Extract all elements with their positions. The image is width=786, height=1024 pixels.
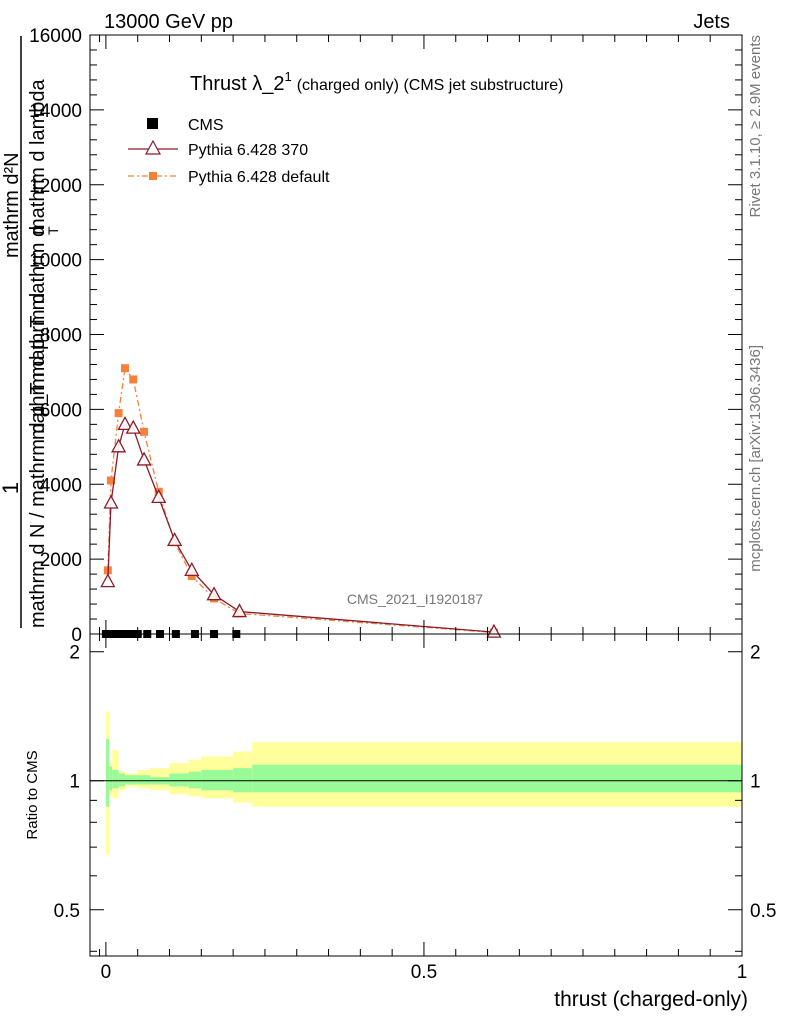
legend-marker-pythia-default (149, 172, 157, 180)
x-tick-label: 0.5 (411, 962, 437, 983)
x-tick-label: 0 (101, 962, 112, 983)
ratio-inner-band (118, 773, 125, 787)
pythia-370-point (111, 438, 127, 453)
chart-title-main: Thrust λ_2 (190, 73, 284, 95)
ratio-inner-band (137, 775, 151, 785)
ratio-inner-band (252, 764, 742, 793)
chart-title-rest: (charged only) (CMS jet substructure) (297, 77, 564, 94)
pythia-default-point (140, 427, 149, 436)
y-tick-label: 10000 (29, 251, 82, 272)
ratio-inner-band (233, 768, 253, 793)
rivet-credit: Rivet 3.1.10, ≥ 2.9M events (747, 35, 764, 218)
ratio-inner-band (201, 769, 234, 791)
legend: CMS Pythia 6.428 370 Pythia 6.428 defaul… (128, 117, 330, 186)
pythia-370-point (151, 488, 167, 504)
header-left: 13000 GeV pp (104, 11, 233, 33)
ratio-frame (89, 633, 743, 957)
ratio-tick-label-right: 2 (750, 643, 761, 664)
y-tick-label: 2000 (40, 550, 82, 571)
ratio-inner-band (124, 775, 138, 785)
pythia-default-point (129, 375, 138, 384)
ylabel-part-3: mathrm d p_T mathrm d (27, 226, 49, 440)
pythia-370-point (184, 561, 200, 577)
legend-marker-pythia-370 (144, 139, 162, 155)
pythia-370-point (167, 532, 183, 547)
legend-label-pythia-370: Pythia 6.428 370 (188, 142, 308, 159)
ylabel-subscript: T (45, 226, 61, 235)
ratio-inner-band (188, 771, 202, 789)
ratio-inner-band (105, 739, 110, 807)
y-tick-label: 14000 (29, 101, 82, 122)
ylabel-part-4: mathrm d²N (1, 152, 23, 258)
y-tick-label: 0 (71, 625, 82, 646)
ratio-y-axis-label: Ratio to CMS (24, 750, 41, 839)
y-tick-label: 12000 (29, 176, 82, 197)
ratio-panel: 0.5 0.51 12 2 0 0.5 1 Ratio to CMS thrust (ch… (24, 633, 776, 1011)
ratio-x-ticks: 0 0.5 1 (99, 634, 748, 983)
main-x-ticks (99, 35, 743, 634)
pythia-370-point (231, 603, 248, 618)
ylabel-part-5: mathrm d lambda (27, 79, 49, 235)
ratio-bands (105, 711, 742, 856)
ratio-y-ticks: 0.5 0.5 1 1 2 2 (54, 643, 776, 952)
x-tick-label: 1 (737, 962, 748, 983)
ratio-inner-band (109, 766, 113, 791)
ylabel-part-2: mathrm d N / mathrm d p_T mathrm d (27, 293, 49, 628)
legend-marker-cms (147, 118, 158, 129)
ratio-inner-band (169, 773, 189, 787)
legend-label-cms: CMS (188, 117, 224, 134)
x-axis-label: thrust (charged-only) (554, 988, 748, 1011)
ratio-tick-label-left: 1 (69, 772, 80, 793)
pythia-default-point (106, 476, 115, 485)
main-y-axis-label: 1 mathrm d N / mathrm d p_T mathrm d mat… (0, 36, 61, 628)
pythia-370-point (117, 415, 133, 431)
pythia-default-point (114, 409, 123, 418)
analysis-tag: CMS_2021_I1920187 (347, 591, 483, 607)
chart-title-sup: 1 (284, 69, 291, 84)
y-tick-label: 6000 (40, 400, 82, 421)
ratio-tick-label-right: 0.5 (750, 901, 776, 922)
ratio-tick-label-right: 1 (750, 772, 761, 793)
legend-label-pythia-default: Pythia 6.428 default (188, 169, 330, 186)
ratio-tick-label-left: 0.5 (54, 901, 80, 922)
pythia-370-point (125, 419, 141, 434)
y-tick-label: 8000 (40, 326, 82, 347)
pythia-370-point (103, 494, 119, 509)
pythia-370-point (136, 451, 152, 466)
chart-title: Thrust λ_21 (charged only) (CMS jet subst… (190, 69, 563, 95)
pythia-default-point (120, 364, 129, 373)
y-tick-label: 4000 (40, 475, 82, 496)
pythia-370-point (206, 586, 222, 601)
pythia-370-point (100, 573, 116, 588)
ylabel-part-1: 1 (0, 482, 23, 494)
mcplots-credit: mcplots.cern.ch [arXiv:1306.3436] (747, 345, 764, 572)
header-right: Jets (693, 11, 730, 33)
ratio-tick-label-left: 2 (69, 643, 80, 664)
ratio-inner-band (112, 769, 119, 789)
main-y-ticks: 0 2000 4000 6000 8000 10000 12000 14000 16000 (29, 26, 742, 646)
y-tick-label: 16000 (29, 26, 82, 47)
main-panel: 0 2000 4000 6000 8000 10000 12000 14000 16000 Th… (0, 26, 743, 646)
